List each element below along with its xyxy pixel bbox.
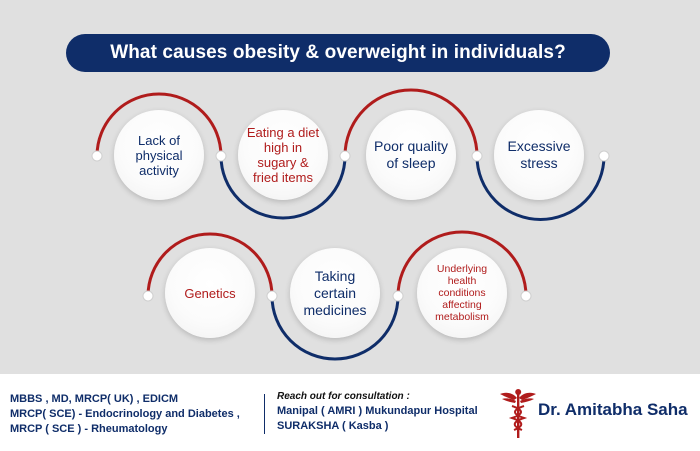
connector-dot — [471, 150, 483, 162]
cause-label: Taking certain medicines — [303, 267, 367, 318]
connector-dot — [91, 150, 103, 162]
cause-circle-poor-sleep: Poor quality of sleep — [366, 110, 456, 200]
causes-panel: What causes obesity & overweight in indi… — [0, 0, 700, 374]
arc-bottom-4 — [475, 155, 606, 221]
cause-circle-genetics: Genetics — [165, 248, 255, 338]
cause-circle-underlying-conditions: Underlying health conditions affecting m… — [417, 248, 507, 338]
cause-label: Poor quality of sleep — [374, 138, 448, 171]
arc-top-5 — [146, 232, 274, 297]
connector-dot — [520, 290, 532, 302]
connector-dot — [142, 290, 154, 302]
contact-line: Manipal ( AMRI ) Mukundapur Hospital — [277, 405, 478, 417]
footer: MBBS , MD, MRCP( UK) , EDICM MRCP( SCE) … — [0, 374, 700, 451]
cause-circle-lack-of-physical-activity: Lack of physical activity — [114, 110, 204, 200]
contact-heading: Reach out for consultation : — [277, 391, 410, 402]
arc-top-1 — [95, 92, 223, 157]
credentials-line: MRCP ( SCE ) - Rheumatology — [10, 423, 168, 435]
cause-label: Underlying health conditions affecting m… — [435, 263, 489, 323]
cause-circle-excessive-stress: Excessive stress — [494, 110, 584, 200]
credentials-line: MRCP( SCE) - Endocrinology and Diabetes … — [10, 408, 240, 420]
cause-label: Excessive stress — [507, 138, 571, 171]
connector-dot — [266, 290, 278, 302]
connector-dot — [392, 290, 404, 302]
caduceus-icon — [500, 389, 536, 438]
connector-dot — [215, 150, 227, 162]
footer-divider — [264, 394, 265, 434]
page-title: What causes obesity & overweight in indi… — [66, 34, 610, 72]
cause-label: Genetics — [184, 285, 236, 301]
arc-top-3 — [343, 88, 479, 157]
cause-circle-certain-medicines: Taking certain medicines — [290, 248, 380, 338]
connector-arcs — [91, 88, 610, 361]
cause-circle-diet: Eating a diet high in sugary & fried ite… — [238, 110, 328, 200]
connector-dot — [339, 150, 351, 162]
arc-bottom-6 — [270, 295, 400, 361]
doctor-name: Dr. Amitabha Saha — [538, 400, 688, 419]
credentials-line: MBBS , MD, MRCP( UK) , EDICM — [10, 393, 179, 405]
contact-line: SURAKSHA ( Kasba ) — [277, 420, 389, 432]
arc-top-7 — [396, 230, 528, 297]
arc-bottom-2 — [219, 155, 347, 220]
cause-label: Lack of physical activity — [135, 132, 183, 178]
cause-label: Eating a diet high in sugary & fried ite… — [246, 125, 320, 185]
connector-dot — [598, 150, 610, 162]
